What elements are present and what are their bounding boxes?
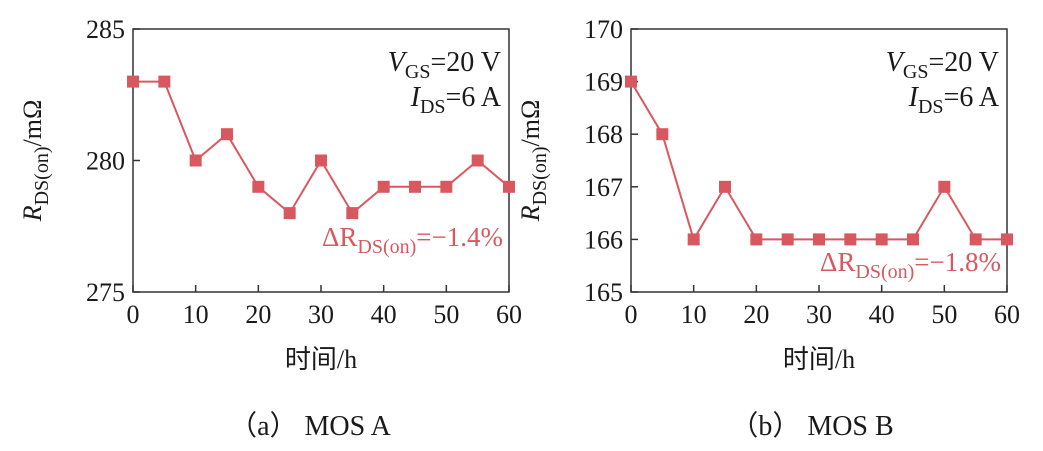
delta-subscript: DS(on) bbox=[357, 236, 416, 258]
data-point-marker bbox=[687, 233, 700, 246]
data-point-marker bbox=[283, 207, 296, 220]
y-tick-label: 170 bbox=[584, 15, 623, 44]
data-point-marker bbox=[625, 75, 637, 88]
delta-value: =−1.8% bbox=[914, 247, 1001, 277]
condition-vgs-value: =20 V bbox=[928, 47, 999, 78]
x-axis-title: 时间/h bbox=[285, 345, 357, 374]
data-point-marker bbox=[781, 233, 794, 246]
condition-ids-symbol: I bbox=[410, 82, 422, 113]
data-point-marker bbox=[503, 180, 515, 193]
y-tick-label: 169 bbox=[584, 68, 623, 97]
y-axis-title-unit: /mΩ bbox=[18, 100, 47, 147]
condition-ids-value: =6 A bbox=[446, 82, 502, 113]
x-axis-title: 时间/h bbox=[783, 345, 855, 374]
condition-vgs-value: =20 V bbox=[430, 47, 501, 78]
x-tick-label: 10 bbox=[681, 300, 707, 329]
y-axis-title-subscript: DS(on) bbox=[529, 147, 551, 206]
data-point-marker bbox=[907, 233, 919, 246]
condition-vgs: VGS=20 V bbox=[388, 47, 501, 83]
data-point-marker bbox=[471, 154, 484, 167]
x-tick-label: 30 bbox=[806, 300, 832, 329]
y-tick-label: 280 bbox=[86, 147, 125, 176]
y-tick-label: 275 bbox=[86, 278, 125, 307]
y-axis-title-symbol: R bbox=[516, 205, 545, 222]
x-tick-label: 40 bbox=[869, 300, 895, 329]
data-point-marker bbox=[189, 154, 202, 167]
delta-value: =−1.4% bbox=[416, 222, 503, 252]
x-tick-label: 30 bbox=[308, 300, 334, 329]
x-tick-label: 50 bbox=[931, 300, 957, 329]
delta-subscript: DS(on) bbox=[855, 261, 914, 283]
y-axis-title: RDS(on)/mΩ bbox=[18, 100, 53, 223]
data-point-marker bbox=[127, 75, 139, 88]
y-tick-label: 168 bbox=[584, 120, 623, 149]
x-tick-label: 40 bbox=[371, 300, 397, 329]
condition-vgs-symbol: V bbox=[886, 47, 906, 78]
data-point-marker bbox=[938, 180, 951, 193]
data-point-marker bbox=[813, 233, 825, 246]
y-tick-label: 165 bbox=[584, 278, 623, 307]
data-point-marker bbox=[158, 75, 171, 88]
condition-ids-subscript: DS bbox=[918, 96, 944, 118]
delta-prefix: ΔR bbox=[322, 222, 357, 252]
data-point-marker bbox=[346, 207, 359, 220]
panel-caption: （b） MOS B bbox=[730, 410, 893, 442]
data-point-marker bbox=[844, 233, 857, 246]
y-tick-label: 167 bbox=[584, 173, 623, 202]
y-axis-title-unit: /mΩ bbox=[516, 100, 545, 147]
data-point-marker bbox=[969, 233, 982, 246]
condition-vgs-subscript: GS bbox=[903, 61, 929, 83]
data-point-marker bbox=[750, 233, 763, 246]
condition-ids: IDS=6 A bbox=[410, 82, 502, 118]
condition-ids-subscript: DS bbox=[420, 96, 446, 118]
y-tick-label: 285 bbox=[86, 15, 125, 44]
data-point-marker bbox=[875, 233, 888, 246]
data-point-marker bbox=[440, 180, 453, 193]
panel-caption: （a） MOS A bbox=[229, 410, 392, 442]
condition-vgs-subscript: GS bbox=[405, 61, 431, 83]
condition-vgs: VGS=20 V bbox=[886, 47, 999, 83]
data-point-marker bbox=[409, 180, 421, 193]
condition-ids-symbol: I bbox=[908, 82, 920, 113]
data-point-marker bbox=[252, 180, 265, 193]
x-tick-label: 20 bbox=[245, 300, 271, 329]
delta-prefix: ΔR bbox=[820, 247, 855, 277]
data-point-marker bbox=[377, 180, 390, 193]
delta-annotation: ΔRDS(on)=−1.8% bbox=[820, 247, 1001, 283]
condition-vgs-symbol: V bbox=[388, 47, 408, 78]
x-tick-label: 60 bbox=[994, 300, 1020, 329]
x-tick-label: 0 bbox=[127, 300, 140, 329]
delta-annotation: ΔRDS(on)=−1.4% bbox=[322, 222, 503, 258]
y-axis-title-symbol: R bbox=[18, 205, 47, 222]
x-tick-label: 20 bbox=[743, 300, 769, 329]
x-tick-label: 0 bbox=[625, 300, 638, 329]
y-axis-title-subscript: DS(on) bbox=[31, 147, 53, 206]
data-point-marker bbox=[656, 128, 669, 141]
x-tick-label: 50 bbox=[433, 300, 459, 329]
data-point-marker bbox=[1001, 233, 1013, 246]
data-point-marker bbox=[221, 128, 233, 141]
data-point-marker bbox=[719, 180, 731, 193]
x-tick-label: 10 bbox=[183, 300, 209, 329]
condition-ids-value: =6 A bbox=[944, 82, 1000, 113]
y-axis-title: RDS(on)/mΩ bbox=[516, 100, 551, 223]
x-tick-label: 60 bbox=[496, 300, 522, 329]
data-point-marker bbox=[315, 154, 327, 167]
y-tick-label: 166 bbox=[584, 225, 623, 254]
condition-ids: IDS=6 A bbox=[908, 82, 1000, 118]
